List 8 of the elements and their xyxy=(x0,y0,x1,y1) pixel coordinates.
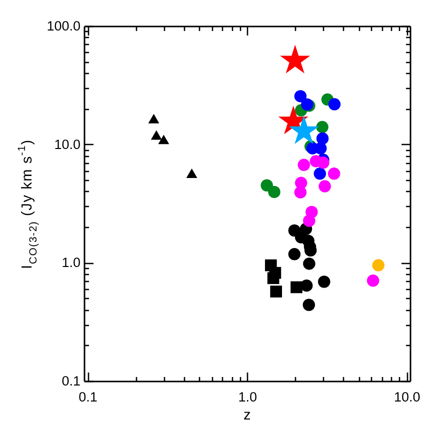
y-tick-label: 10.0 xyxy=(54,136,80,152)
x-tick-label: 0.1 xyxy=(78,390,98,404)
x-axis-title: z xyxy=(243,408,252,424)
y-tick-label: 0.1 xyxy=(62,374,80,388)
y-tick-label: 100.0 xyxy=(46,18,80,34)
x-tick-label: 10.0 xyxy=(394,390,420,404)
y-tick-label: 1.0 xyxy=(62,255,80,270)
x-tick-label: 1.0 xyxy=(238,390,257,404)
